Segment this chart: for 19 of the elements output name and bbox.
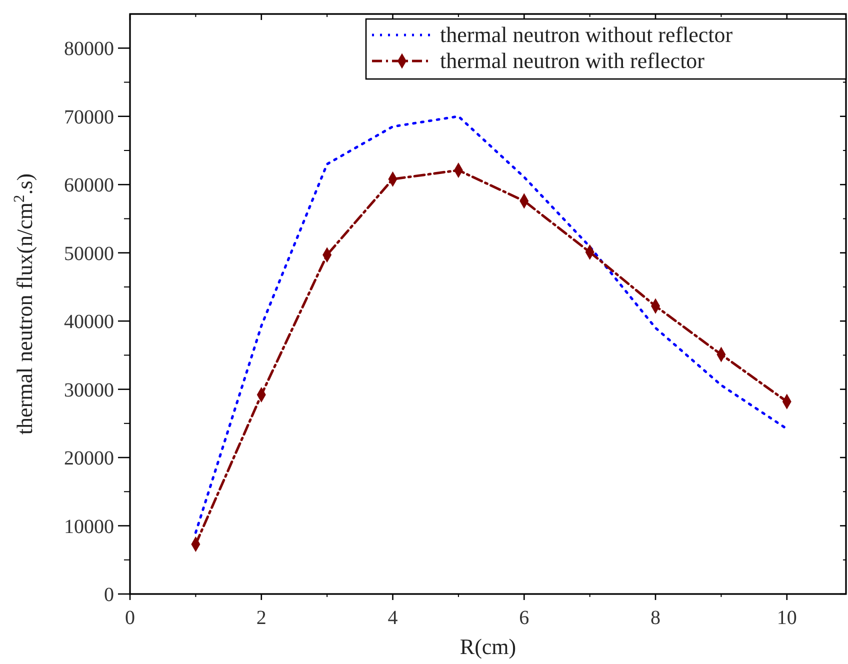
x-tick-label: 8 bbox=[650, 607, 661, 629]
y-tick-label: 10000 bbox=[64, 516, 114, 538]
y-tick-label: 40000 bbox=[64, 311, 114, 334]
y-tick-label: 60000 bbox=[64, 174, 114, 197]
x-tick-label: 10 bbox=[776, 607, 797, 629]
line-series bbox=[194, 115, 788, 534]
y-tick-label: 0 bbox=[104, 584, 114, 606]
x-tick-label: 2 bbox=[256, 607, 266, 629]
y-tick-label: 50000 bbox=[64, 242, 114, 265]
x-axis-title: R(cm) bbox=[460, 634, 516, 659]
y-tick-label: 20000 bbox=[64, 448, 114, 470]
y-tick-label: 30000 bbox=[64, 379, 114, 402]
x-tick-label: 0 bbox=[125, 607, 135, 629]
y-tick-label: 70000 bbox=[64, 106, 114, 128]
x-tick-label: 4 bbox=[388, 607, 398, 629]
y-tick-label: 80000 bbox=[64, 38, 114, 60]
legend-label: thermal neutron with reflector bbox=[440, 48, 706, 73]
x-tick-label: 6 bbox=[519, 607, 530, 629]
legend-label: thermal neutron without reflector bbox=[440, 22, 734, 47]
